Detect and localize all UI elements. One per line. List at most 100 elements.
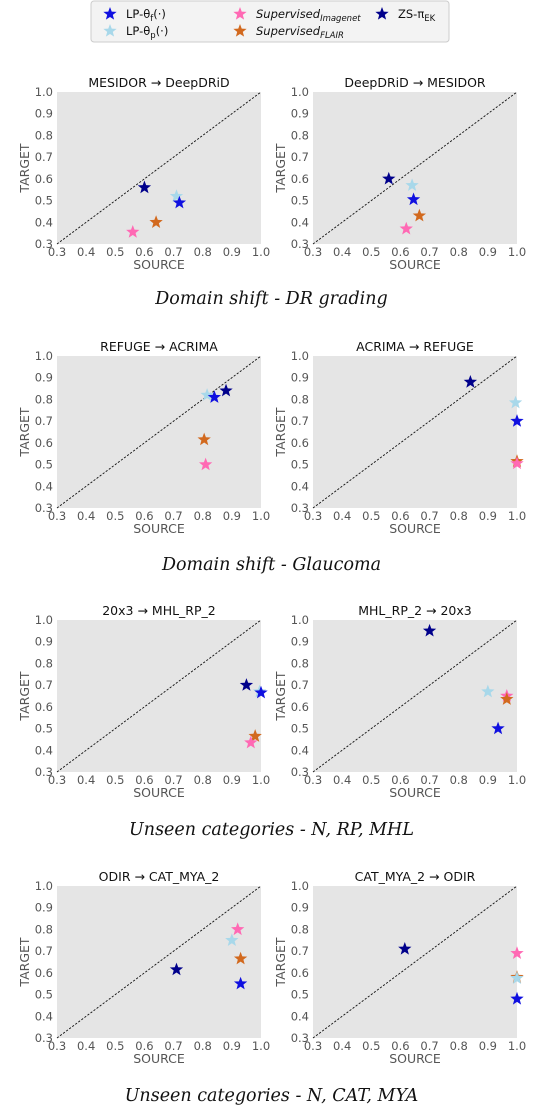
y-tick-label: 0.6 (35, 172, 53, 186)
x-tick-label: 0.4 (333, 509, 351, 523)
x-axis-label: SOURCE (133, 521, 185, 536)
data-point-sup_imagenet (231, 922, 245, 936)
x-tick-label: 0.5 (362, 509, 380, 523)
y-tick-label: 0.5 (291, 988, 309, 1002)
y-tick-label: 0.8 (35, 128, 53, 142)
x-tick-label: 0.6 (135, 509, 153, 523)
y-axis-label: TARGET (273, 407, 288, 457)
panel-title: 20x3 → MHL_RP_2 (102, 603, 216, 618)
y-tick-label: 0.5 (35, 458, 53, 472)
x-axis-label: SOURCE (133, 257, 185, 272)
data-point-sup_flair (149, 215, 163, 228)
x-tick-label: 0.3 (304, 773, 322, 787)
data-point-sup_imagenet (510, 456, 524, 470)
data-point-sup_flair (233, 951, 248, 965)
x-tick-label: 0.4 (77, 773, 95, 787)
y-tick-label: 0.7 (35, 944, 53, 958)
x-tick-label: 0.7 (420, 1039, 438, 1053)
panel-title: MESIDOR → DeepDRiD (88, 75, 229, 90)
y-tick-label: 0.6 (35, 700, 53, 714)
y-axis-label: TARGET (273, 937, 288, 987)
y-tick-label: 0.4 (291, 479, 309, 493)
y-tick-label: 0.4 (35, 743, 53, 757)
data-point-zs_pi_ek (398, 941, 412, 955)
x-tick-label: 0.4 (333, 1039, 351, 1053)
y-tick-label: 0.3 (35, 501, 53, 515)
y-tick-label: 1.0 (35, 85, 53, 99)
x-axis-label: SOURCE (389, 521, 441, 536)
y-tick-label: 0.3 (291, 765, 309, 779)
x-tick-label: 0.8 (450, 245, 468, 259)
x-tick-label: 0.8 (194, 509, 212, 523)
y-tick-label: 0.7 (35, 678, 53, 692)
x-tick-label: 0.9 (479, 773, 497, 787)
y-tick-label: 1.0 (291, 349, 309, 363)
x-tick-label: 0.4 (77, 509, 95, 523)
data-point-lp_theta_p (169, 189, 184, 202)
x-tick-label: 1.0 (508, 773, 526, 787)
section-caption: Domain shift - DR grading (154, 289, 387, 309)
data-point-sup_imagenet (126, 225, 140, 238)
identity-diagonal-line (312, 885, 518, 1039)
data-point-zs_pi_ek (239, 678, 254, 691)
data-point-sup_imagenet (198, 457, 213, 471)
x-tick-label: 0.7 (420, 245, 438, 259)
y-tick-label: 1.0 (291, 613, 309, 627)
y-axis-label: TARGET (17, 937, 32, 987)
legend-entry-lp_theta_f: LP-θf(·) (103, 7, 166, 24)
chart-panel-4: ACRIMA → REFUGE 0.3 0.4 0.5 0.6 0.7 0.8 0.9 1.0 0… (273, 339, 526, 536)
identity-diagonal-line (56, 619, 262, 773)
y-tick-label: 0.9 (291, 371, 309, 385)
x-tick-label: 0.9 (223, 773, 241, 787)
x-tick-label: 1.0 (252, 245, 270, 259)
y-tick-label: 0.8 (291, 656, 309, 670)
y-tick-label: 0.7 (35, 414, 53, 428)
y-tick-label: 0.3 (291, 237, 309, 251)
y-tick-label: 0.7 (35, 150, 53, 164)
y-tick-label: 0.5 (291, 458, 309, 472)
panel-title: ODIR → CAT_MYA_2 (99, 869, 220, 884)
x-tick-label: 0.7 (164, 509, 182, 523)
y-tick-label: 0.3 (35, 237, 53, 251)
x-tick-label: 0.6 (135, 1039, 153, 1053)
chart-panel-7: ODIR → CAT_MYA_2 0.3 0.4 0.5 0.6 0.7 0.8 0.9 1.0… (17, 869, 270, 1066)
data-point-sup_imagenet (399, 221, 413, 235)
y-tick-label: 0.3 (35, 765, 53, 779)
y-tick-label: 0.9 (291, 901, 309, 915)
legend-entry-sup_flair: SupervisedFLAIR (233, 24, 344, 41)
y-tick-label: 0.8 (35, 392, 53, 406)
x-tick-label: 0.7 (164, 773, 182, 787)
y-tick-label: 0.5 (291, 194, 309, 208)
data-point-lp_theta_f (491, 721, 505, 735)
legend-marker-star-icon (233, 24, 247, 37)
data-point-lp_theta_p (508, 395, 523, 409)
chart-panel-8: CAT_MYA_2 → ODIR 0.3 0.4 0.5 0.6 0.7 0.8 0.9 1.0… (273, 869, 526, 1066)
identity-diagonal-line (312, 91, 518, 245)
data-point-zs_pi_ek (219, 383, 233, 397)
x-tick-label: 0.4 (77, 245, 95, 259)
x-tick-label: 1.0 (508, 245, 526, 259)
panel-title: REFUGE → ACRIMA (100, 339, 218, 354)
data-point-lp_theta_f (510, 991, 524, 1005)
panel-title: CAT_MYA_2 → ODIR (355, 869, 476, 884)
y-tick-label: 0.9 (291, 107, 309, 121)
y-tick-label: 0.8 (35, 656, 53, 670)
x-tick-label: 0.5 (362, 773, 380, 787)
legend-marker-star-icon (375, 7, 389, 20)
data-point-lp_theta_p (481, 684, 495, 698)
data-point-sup_imagenet (244, 735, 258, 749)
chart-panel-1: MESIDOR → DeepDRiD 0.3 0.4 0.5 0.6 0.7 0.8 0.9 1… (17, 75, 270, 272)
panel-title: MHL_RP_2 → 20x3 (358, 603, 472, 618)
y-tick-label: 0.8 (291, 392, 309, 406)
x-tick-label: 0.8 (450, 1039, 468, 1053)
x-tick-label: 0.9 (223, 509, 241, 523)
x-tick-label: 1.0 (508, 509, 526, 523)
x-tick-label: 1.0 (252, 1039, 270, 1053)
y-axis-label: TARGET (17, 143, 32, 193)
x-tick-label: 0.6 (135, 773, 153, 787)
y-tick-label: 0.4 (291, 743, 309, 757)
x-tick-label: 0.3 (48, 245, 66, 259)
data-point-sup_flair (248, 729, 262, 742)
legend-label: SupervisedImagenet (256, 7, 361, 24)
y-axis-label: TARGET (273, 143, 288, 193)
